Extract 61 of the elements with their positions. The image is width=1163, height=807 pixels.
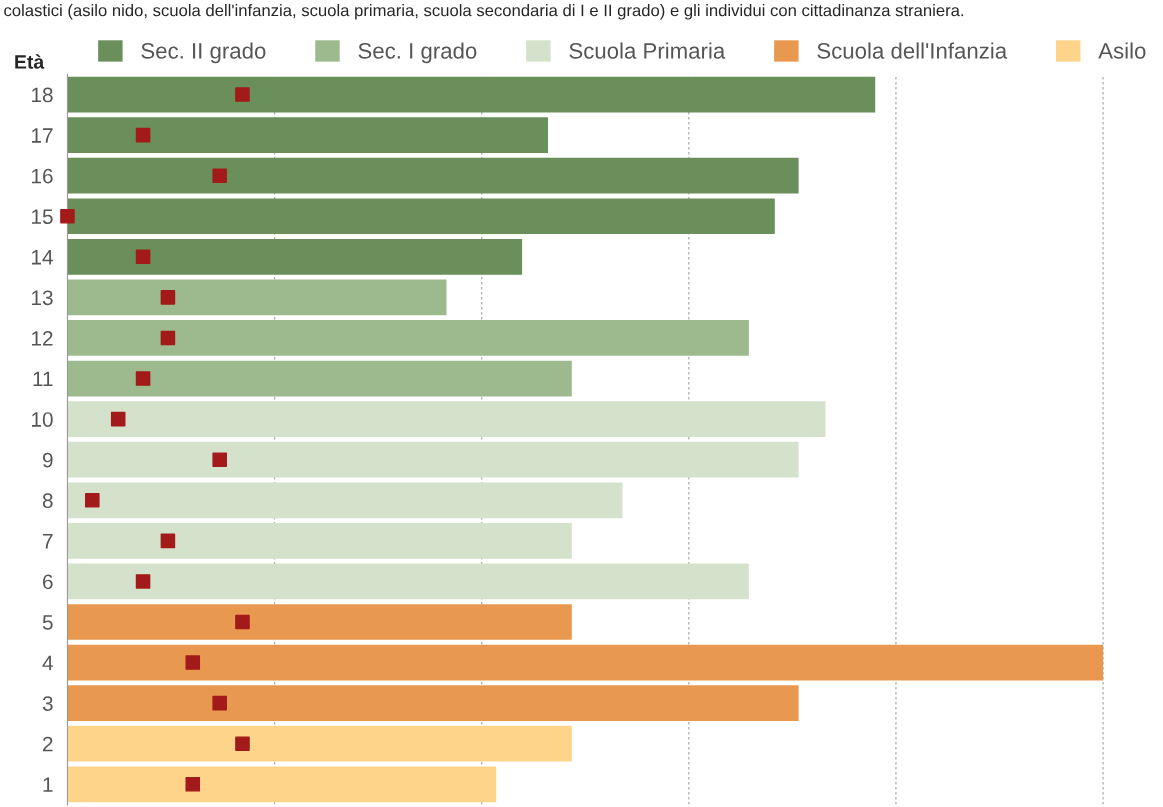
y-tick-label: 16 bbox=[31, 168, 53, 184]
legend-label: Sec. II grado bbox=[141, 42, 266, 64]
point bbox=[235, 614, 250, 630]
point bbox=[235, 87, 250, 102]
y-tick-label: 4 bbox=[42, 655, 53, 671]
bar bbox=[67, 157, 799, 194]
point bbox=[135, 249, 151, 265]
point bbox=[185, 655, 201, 670]
y-tick-label: 17 bbox=[31, 128, 53, 143]
bar bbox=[67, 725, 572, 762]
point bbox=[185, 777, 201, 792]
point bbox=[160, 330, 176, 346]
point bbox=[135, 127, 151, 143]
bar bbox=[67, 360, 572, 397]
bar bbox=[67, 482, 623, 519]
y-tick-label: 2 bbox=[43, 736, 53, 752]
bar bbox=[67, 401, 826, 437]
point bbox=[135, 371, 151, 386]
y-tick-label: 3 bbox=[42, 696, 53, 711]
legend-label: Scuola dell'Infanzia bbox=[817, 42, 1008, 59]
bar bbox=[67, 644, 1104, 681]
y-tick-label: 13 bbox=[31, 290, 53, 306]
bar bbox=[67, 563, 749, 600]
y-tick-label: 5 bbox=[42, 615, 53, 630]
y-tick-label: 9 bbox=[42, 452, 53, 468]
point bbox=[235, 736, 250, 752]
bar bbox=[67, 766, 497, 803]
point bbox=[160, 533, 176, 549]
y-tick-label: 6 bbox=[43, 574, 53, 590]
point bbox=[135, 574, 151, 589]
bar bbox=[67, 685, 799, 721]
point bbox=[212, 695, 227, 711]
y-tick-label: 14 bbox=[31, 250, 53, 265]
chart-title: colastici (asilo nido, scuola dell'infanzia, scuola primaria, scuola secondaria di I e II grado) e gli individui con cittadinanza straniera. bbox=[4, 4, 964, 20]
bar bbox=[67, 238, 523, 275]
bar bbox=[67, 117, 548, 153]
legend-label: Scuola Primaria bbox=[569, 42, 726, 59]
y-axis-title: Età bbox=[15, 54, 45, 69]
point bbox=[212, 452, 227, 467]
bar bbox=[67, 522, 572, 559]
y-tick-label: 15 bbox=[31, 209, 53, 225]
bar bbox=[67, 279, 447, 316]
bar bbox=[67, 604, 572, 640]
point bbox=[212, 168, 227, 183]
y-tick-label: 18 bbox=[31, 87, 53, 103]
bar bbox=[67, 320, 749, 356]
y-tick-label: 11 bbox=[33, 371, 53, 387]
bar bbox=[67, 198, 775, 235]
y-tick-label: 8 bbox=[42, 493, 53, 509]
bar bbox=[67, 441, 799, 478]
y-tick-label: 12 bbox=[31, 330, 53, 346]
y-tick-label: 10 bbox=[31, 412, 53, 427]
point bbox=[160, 290, 176, 305]
point bbox=[60, 208, 75, 224]
legend-label: Sec. I grado bbox=[358, 42, 477, 64]
point bbox=[110, 411, 126, 427]
bar bbox=[67, 76, 876, 113]
legend-label: Asilo bbox=[1098, 42, 1146, 59]
y-tick-label: 7 bbox=[43, 534, 53, 549]
point bbox=[85, 492, 100, 508]
y-tick-label: 1 bbox=[43, 777, 53, 792]
